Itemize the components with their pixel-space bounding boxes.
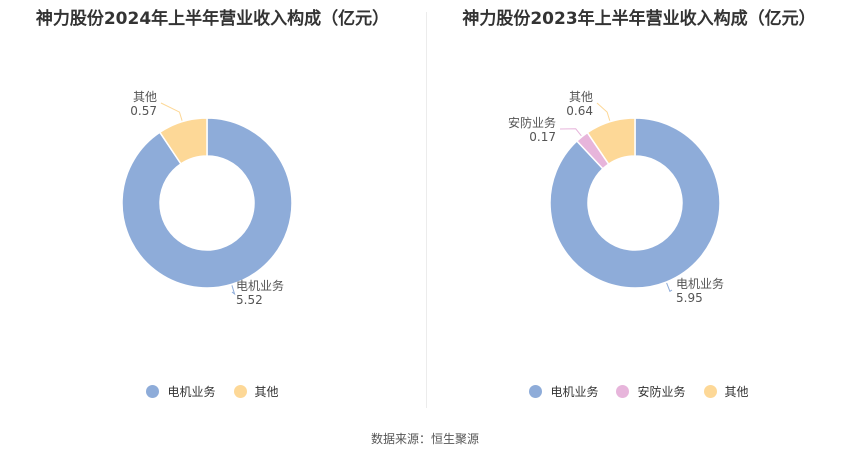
legend-swatch — [616, 385, 630, 398]
legend-label: 安防业务 — [637, 385, 686, 399]
leader-line — [666, 282, 673, 293]
data-source: 数据来源：恒生聚源 — [370, 432, 479, 446]
chart-title: 神力股份2024年上半年营业收入构成（亿元） — [35, 9, 390, 29]
leader-line — [559, 128, 582, 137]
legend-swatch — [233, 385, 247, 398]
legend-label: 电机业务 — [167, 385, 216, 399]
chart-panel-2024: 神力股份2024年上半年营业收入构成（亿元） 电机业务 5.52 其他 0.57 电机… — [0, 0, 425, 410]
chart-legend: 电机业务 其他 — [0, 383, 425, 400]
slice-value-label: 0.57 — [130, 104, 157, 118]
donut-slice[interactable] — [158, 117, 208, 165]
legend-item[interactable]: 其他 — [703, 383, 749, 400]
slice-label: 其他 — [133, 90, 157, 104]
chart-title: 神力股份2023年上半年营业收入构成（亿元） — [462, 9, 816, 29]
panel-divider — [426, 12, 427, 408]
slice-label: 电机业务 — [676, 276, 724, 291]
slice-label: 其他 — [569, 90, 593, 104]
leader-line — [160, 102, 183, 121]
slice-label: 电机业务 — [236, 278, 284, 293]
slice-value-label: 5.52 — [236, 293, 263, 307]
legend-swatch — [529, 385, 543, 398]
slice-value-label: 0.17 — [529, 130, 556, 144]
legend-item[interactable]: 其他 — [233, 383, 279, 400]
legend-swatch — [703, 385, 717, 398]
leader-line — [231, 285, 236, 296]
donut-slice[interactable] — [586, 117, 636, 166]
legend-item[interactable]: 电机业务 — [529, 383, 598, 400]
legend-label: 其他 — [254, 385, 279, 399]
legend-item[interactable]: 电机业务 — [146, 383, 216, 400]
donut-slice[interactable] — [549, 117, 721, 289]
legend-swatch — [146, 385, 160, 398]
donut-slice[interactable] — [121, 117, 293, 289]
leader-line — [596, 102, 611, 121]
legend-label: 其他 — [724, 385, 749, 399]
legend-label: 电机业务 — [550, 385, 599, 399]
legend-item[interactable]: 安防业务 — [616, 383, 686, 400]
chart-panel-2023: 神力股份2023年上半年营业收入构成（亿元） 电机业务 5.95 安防业务 0.17 其… — [428, 0, 850, 410]
chart-legend: 电机业务 安防业务 其他 — [428, 383, 850, 400]
slice-value-label: 0.64 — [566, 104, 593, 118]
slice-value-label: 5.95 — [676, 291, 703, 305]
slice-label: 安防业务 — [508, 115, 556, 130]
